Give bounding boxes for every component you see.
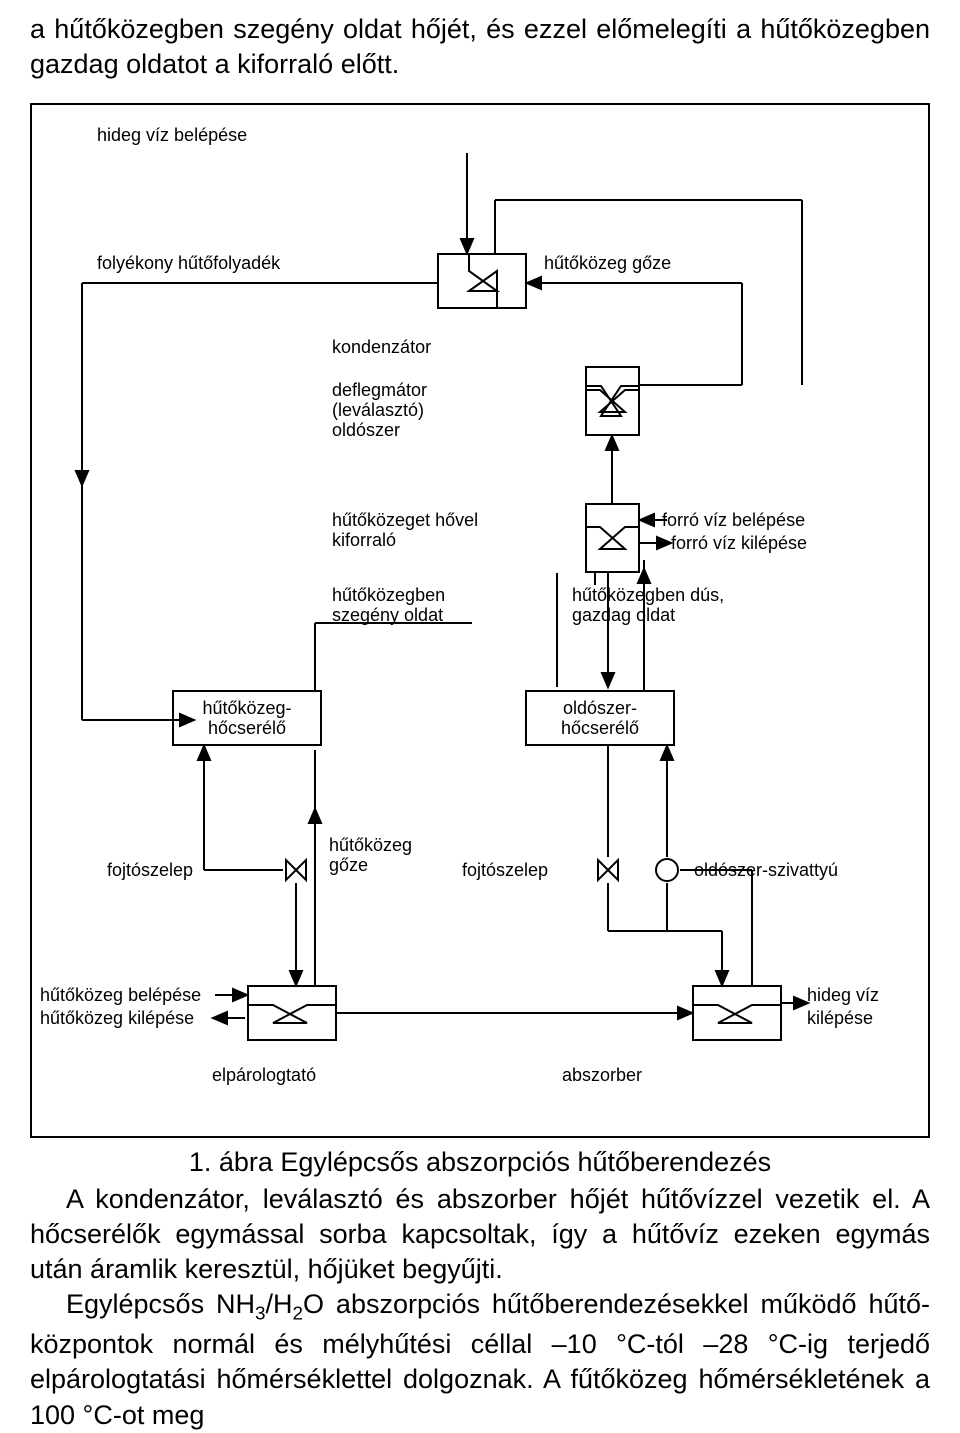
flow-lines xyxy=(32,105,928,1136)
top-paragraph: a hűtőközegben szegény oldat hőjét, és e… xyxy=(30,12,930,82)
bottom-p2: Egylépcsős NH3/H2O abszorpciós hűtőberen… xyxy=(30,1289,930,1429)
bottom-text: 1. ábra Egylépcsős abszorpciós hűtőberen… xyxy=(30,1145,930,1433)
figure-caption: 1. ábra Egylépcsős abszorpciós hűtőberen… xyxy=(30,1145,930,1180)
diagram-frame: hideg víz belépése folyékony hűtőfolyadé… xyxy=(30,103,930,1138)
bottom-p1: A kondenzátor, leválasztó és abszorber h… xyxy=(30,1184,930,1284)
